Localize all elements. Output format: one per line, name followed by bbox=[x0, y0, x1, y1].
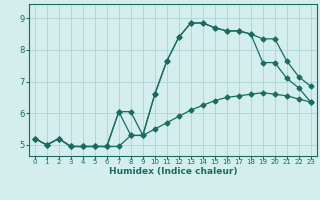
X-axis label: Humidex (Indice chaleur): Humidex (Indice chaleur) bbox=[108, 167, 237, 176]
